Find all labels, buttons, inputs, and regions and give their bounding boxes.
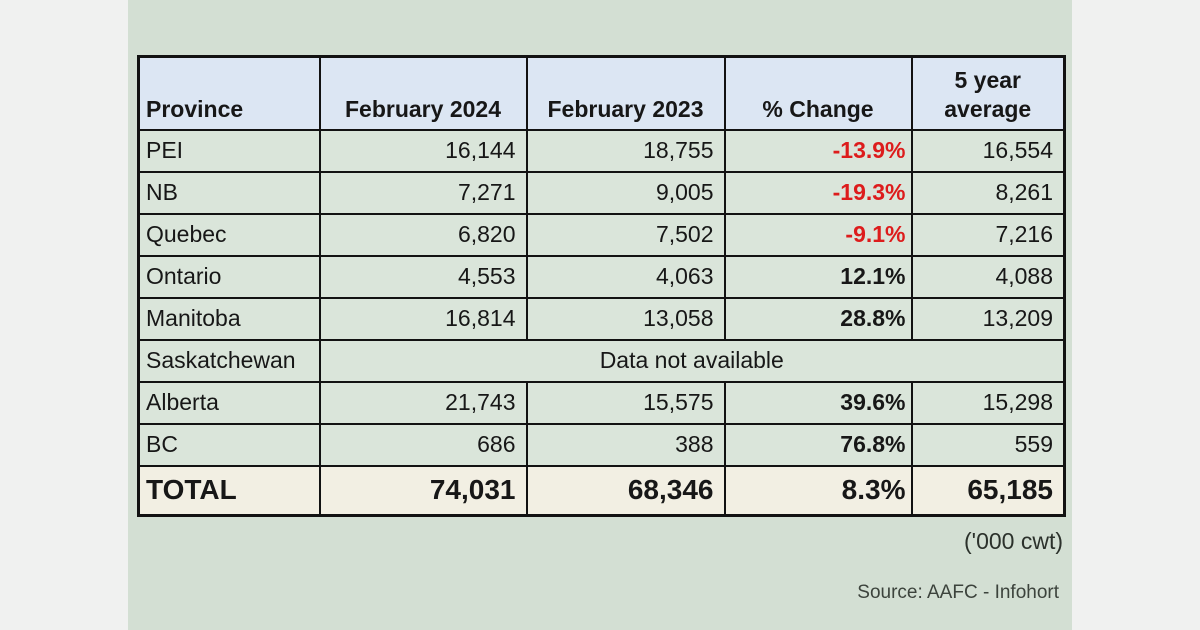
avg-5yr-value: 16,554	[910, 128, 1066, 173]
table-row-saskatchewan: Saskatchewan Data not available	[137, 338, 1066, 383]
feb-2023-value: 15,575	[525, 380, 726, 425]
header-5-year-average: 5 year average	[910, 55, 1066, 131]
total-feb-2023: 68,346	[525, 464, 726, 517]
table-row-quebec: Quebec 6,820 7,502 -9.1% 7,216	[137, 212, 1066, 257]
avg-5yr-value: 8,261	[910, 170, 1066, 215]
total-pct-change: 8.3%	[723, 464, 913, 517]
feb-2023-value: 7,502	[525, 212, 726, 257]
province-name: Alberta	[137, 380, 321, 425]
province-data-table: Province February 2024 February 2023 % C…	[137, 55, 1066, 517]
feb-2024-value: 4,553	[318, 254, 528, 299]
header-february-2023: February 2023	[525, 55, 726, 131]
feb-2023-value: 18,755	[525, 128, 726, 173]
feb-2023-value: 9,005	[525, 170, 726, 215]
table-row-alberta: Alberta 21,743 15,575 39.6% 15,298	[137, 380, 1066, 425]
feb-2024-value: 686	[318, 422, 528, 467]
province-name: NB	[137, 170, 321, 215]
table-row-nb: NB 7,271 9,005 -19.3% 8,261	[137, 170, 1066, 215]
table-row-manitoba: Manitoba 16,814 13,058 28.8% 13,209	[137, 296, 1066, 341]
total-feb-2024: 74,031	[318, 464, 528, 517]
table-header-row: Province February 2024 February 2023 % C…	[137, 55, 1066, 131]
header-february-2024: February 2024	[318, 55, 528, 131]
feb-2024-value: 7,271	[318, 170, 528, 215]
pct-change-value: -9.1%	[723, 212, 913, 257]
pct-change-value: -13.9%	[723, 128, 913, 173]
avg-5yr-value: 15,298	[910, 380, 1066, 425]
unit-note: ('000 cwt)	[964, 528, 1063, 554]
avg-5yr-value: 7,216	[910, 212, 1066, 257]
pct-change-value: 12.1%	[723, 254, 913, 299]
total-label: TOTAL	[137, 464, 321, 517]
province-name: Quebec	[137, 212, 321, 257]
feb-2024-value: 21,743	[318, 380, 528, 425]
province-name: Manitoba	[137, 296, 321, 341]
province-name: Ontario	[137, 254, 321, 299]
avg-5yr-value: 13,209	[910, 296, 1066, 341]
table-row-ontario: Ontario 4,553 4,063 12.1% 4,088	[137, 254, 1066, 299]
province-name: PEI	[137, 128, 321, 173]
feb-2023-value: 13,058	[525, 296, 726, 341]
pct-change-value: 28.8%	[723, 296, 913, 341]
header-percent-change: % Change	[723, 55, 913, 131]
avg-5yr-value: 4,088	[910, 254, 1066, 299]
province-name: BC	[137, 422, 321, 467]
source-attribution: Source: AAFC - Infohort	[857, 582, 1059, 603]
avg-5yr-value: 559	[910, 422, 1066, 467]
feb-2024-value: 16,144	[318, 128, 528, 173]
data-not-available-note: Data not available	[318, 338, 1066, 383]
header-province: Province	[137, 55, 321, 131]
feb-2024-value: 16,814	[318, 296, 528, 341]
pct-change-value: -19.3%	[723, 170, 913, 215]
feb-2024-value: 6,820	[318, 212, 528, 257]
feb-2023-value: 4,063	[525, 254, 726, 299]
background-panel: Province February 2024 February 2023 % C…	[128, 0, 1072, 630]
table-row-total: TOTAL 74,031 68,346 8.3% 65,185	[137, 464, 1066, 517]
province-name: Saskatchewan	[137, 338, 321, 383]
pct-change-value: 39.6%	[723, 380, 913, 425]
total-avg-5yr: 65,185	[910, 464, 1066, 517]
table-row-pei: PEI 16,144 18,755 -13.9% 16,554	[137, 128, 1066, 173]
table-row-bc: BC 686 388 76.8% 559	[137, 422, 1066, 467]
pct-change-value: 76.8%	[723, 422, 913, 467]
feb-2023-value: 388	[525, 422, 726, 467]
